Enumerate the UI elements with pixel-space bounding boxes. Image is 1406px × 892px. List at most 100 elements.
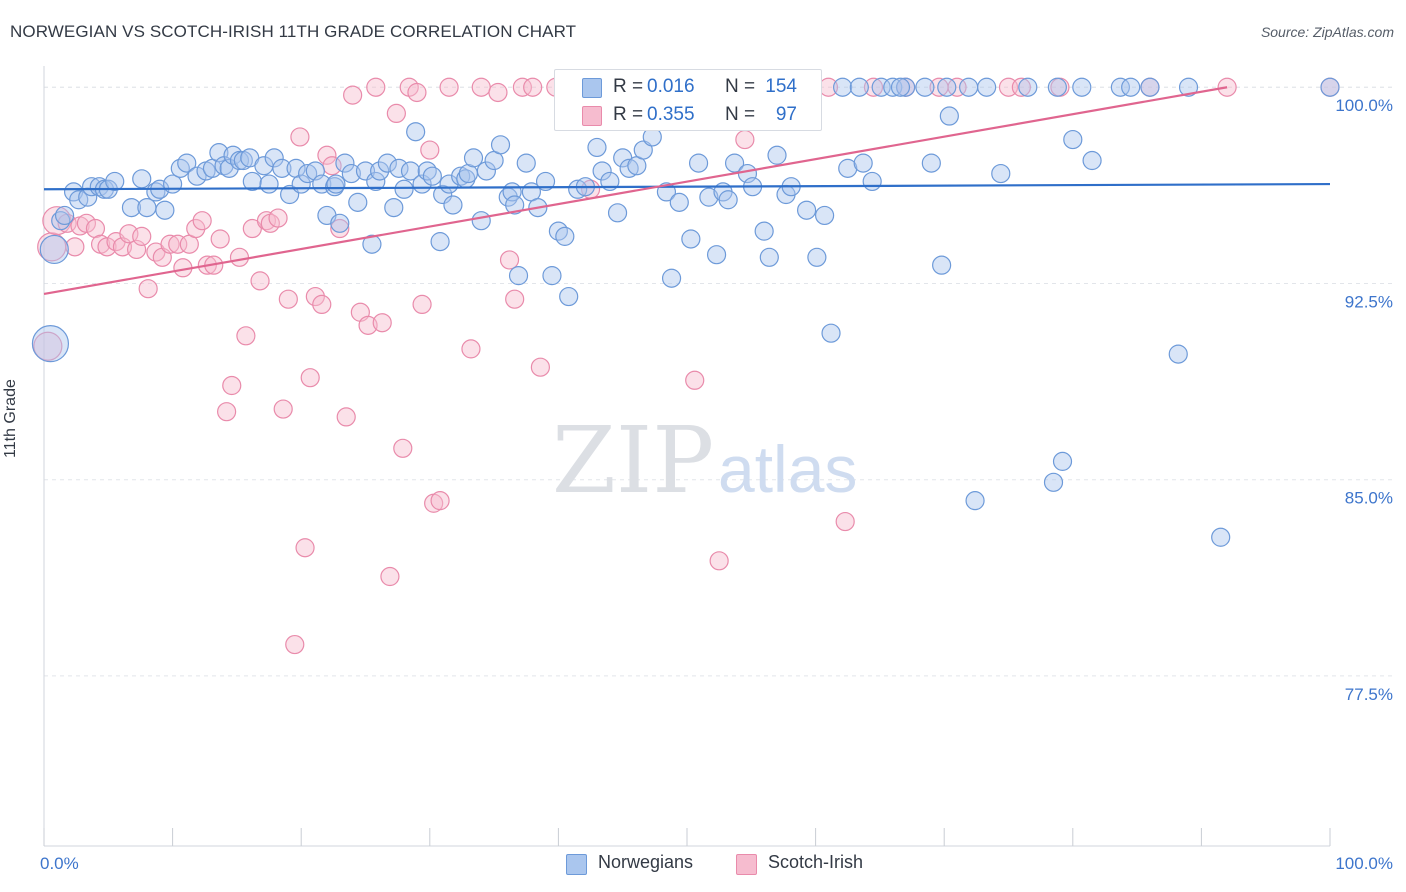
norwegian-point [187, 166, 207, 186]
scotch-irish-point [236, 326, 256, 346]
scotch-irish-point [685, 370, 705, 390]
norwegian-point [921, 153, 941, 173]
norwegian-point [939, 106, 959, 126]
norwegian-point [366, 171, 386, 192]
norwegian-point [587, 137, 607, 158]
norwegian-point [896, 77, 916, 97]
scotch-irish-point [76, 213, 97, 233]
scotch-irish-point [330, 218, 350, 239]
norwegian-point [718, 190, 738, 210]
norwegian-point [815, 205, 835, 226]
norwegian-point [132, 169, 152, 189]
norwegian-point [607, 203, 628, 223]
norwegian-point [389, 158, 409, 178]
norwegian-point [977, 77, 997, 97]
norwegian-trend-line [43, 182, 1331, 191]
norwegian-point [490, 135, 511, 155]
norwegian-point [39, 234, 69, 265]
norwegian-point [370, 161, 390, 181]
norwegian-point [838, 158, 858, 178]
scotch-irish-point [222, 375, 242, 396]
n-label: N = [725, 76, 756, 97]
correlation-legend: R = 0.016 N = 154 R = 0.355 N = 97 [554, 69, 822, 131]
y-tick-label: 92.5% [1345, 292, 1393, 311]
norwegian-point [170, 158, 190, 178]
norwegian-point [759, 247, 779, 267]
scotch-irish-point [65, 237, 85, 257]
norwegian-point [362, 234, 382, 254]
norwegian-point [991, 163, 1011, 184]
norwegian-point [508, 266, 529, 286]
norwegian-point [661, 268, 682, 288]
scotch-irish-point [407, 82, 427, 103]
norwegian-point [796, 200, 817, 220]
scotch-irish-point [229, 247, 250, 267]
norwegian-point [335, 153, 355, 173]
norwegian-point [330, 213, 350, 233]
norwegian-point [965, 491, 985, 511]
norwegian-point [548, 221, 569, 241]
norwegian-point [259, 174, 279, 194]
norwegian-point [699, 187, 719, 207]
norwegian-point [272, 158, 292, 178]
norwegian-point [688, 153, 709, 173]
norwegian-point [1018, 77, 1038, 97]
scotch-irish-point [210, 229, 230, 249]
scotch-irish-point [33, 331, 63, 361]
norwegian-point [121, 198, 142, 218]
scotch-irish-point [412, 294, 432, 315]
norwegian-point [348, 192, 368, 212]
norwegian-point [516, 153, 536, 173]
axes [43, 66, 1331, 847]
scotch-irish-point [168, 234, 188, 254]
scotch-irish-point [420, 140, 440, 160]
norwegian-point [384, 198, 404, 218]
scotch-irish-point [343, 85, 363, 105]
scotch-irish-point [380, 566, 400, 587]
scotch-irish-point [295, 538, 315, 558]
scotch-irish-swatch [582, 106, 602, 126]
scotch-irish-point [386, 103, 406, 124]
norwegian-point [890, 77, 911, 97]
norwegian-point [1047, 77, 1067, 97]
norwegian-point [853, 153, 873, 173]
norwegian-points [31, 77, 1340, 547]
scotch-irish-point [336, 407, 356, 427]
scotch-irish-point [863, 77, 884, 97]
norwegian-point [105, 171, 125, 192]
scotch-irish-point [317, 145, 337, 165]
norwegian-point [406, 122, 426, 142]
scotch-irish-point [947, 77, 967, 97]
scotch-irish-point [393, 438, 413, 458]
scotch-irish-point [273, 399, 293, 419]
scotch-irish-point [285, 634, 305, 655]
norwegian-point [242, 171, 262, 192]
scotch-irish-point [523, 77, 543, 97]
norwegian-point [681, 229, 701, 249]
norwegian-point [849, 77, 869, 97]
r-label: R = [613, 76, 644, 97]
scotch-irish-point [312, 294, 332, 315]
norwegian-point [915, 77, 935, 97]
y-tick-label: 77.5% [1345, 685, 1393, 704]
scotch-irish-point [358, 315, 378, 335]
scotch-irish-point [488, 82, 508, 103]
norwegian-point [422, 166, 442, 186]
scotch-irish-point [186, 218, 206, 239]
scotch-irish-n-value: 97 [775, 104, 797, 125]
scotch-irish-point [512, 77, 532, 97]
norwegian-point [807, 247, 827, 267]
norwegians-legend-swatch [566, 854, 587, 875]
scotch-irish-point [735, 129, 755, 150]
norwegians-swatch [582, 78, 602, 98]
norwegian-point [1320, 77, 1340, 97]
scotch-irish-point [305, 286, 325, 307]
scotch-irish-point [132, 226, 152, 246]
n-label: N = [725, 104, 756, 125]
norwegian-point [31, 325, 70, 363]
watermark-zip: ZIP [552, 407, 714, 514]
scotch-irish-point [709, 551, 729, 571]
norwegian-point [177, 153, 197, 173]
scotch-irish-point [499, 250, 520, 270]
